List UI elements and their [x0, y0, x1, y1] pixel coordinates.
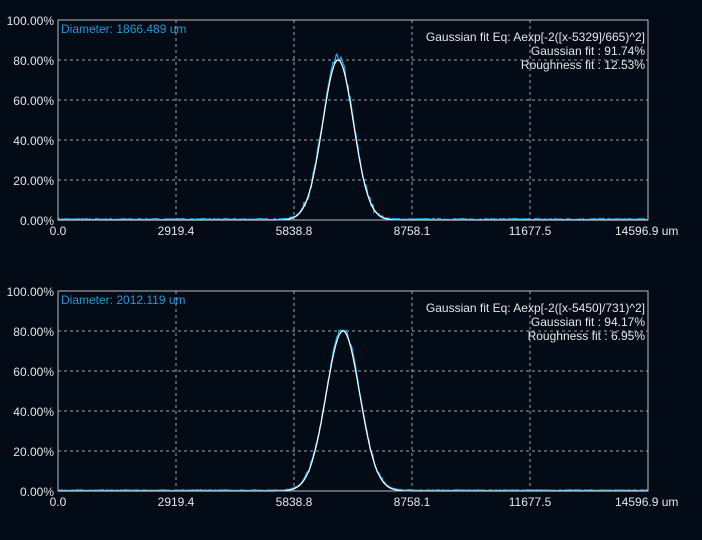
x-tick-label: 0.0: [50, 495, 67, 509]
y-tick-label: 80.00%: [13, 54, 54, 68]
x-tick-label: 2919.4: [158, 495, 195, 509]
chart-panel-1: 0.00% 20.00% 40.00% 60.00% 80.00% 100.00% 0.0 2…: [7, 14, 679, 238]
x-tick-label: 5838.8: [276, 224, 313, 238]
chart-panel-2: 0.00% 20.00% 40.00% 60.00% 80.00% 100.00% 0.0 2…: [7, 285, 679, 509]
gaussian-fit-value: Gaussian fit : 94.17%: [531, 315, 645, 329]
y-tick-label: 60.00%: [13, 365, 54, 379]
y-tick-label: 100.00%: [7, 285, 55, 299]
fit-equation: Gaussian fit Eq: Aexp[-2([x-5450]/731)^2…: [426, 301, 645, 315]
x-tick-label: 14596.9 um: [615, 224, 678, 238]
x-tick-label: 0.0: [50, 224, 67, 238]
roughness-fit-value: Roughness fit : 12.53%: [521, 58, 645, 72]
gaussian-fit-value: Gaussian fit : 91.74%: [531, 44, 645, 58]
x-tick-label: 2919.4: [158, 224, 195, 238]
y-tick-label: 100.00%: [7, 14, 55, 28]
y-tick-label: 20.00%: [13, 174, 54, 188]
x-tick-label: 14596.9 um: [615, 495, 678, 509]
plot-frame: [57, 19, 649, 221]
fit-equation: Gaussian fit Eq: Aexp[-2([x-5329]/665)^2…: [426, 30, 645, 44]
y-tick-label: 0.00%: [20, 214, 54, 228]
measured-profile-line: [57, 328, 649, 492]
y-tick-label: 60.00%: [13, 94, 54, 108]
diameter-label: Diameter: 2012.119 um: [61, 293, 186, 307]
y-tick-label: 80.00%: [13, 325, 54, 339]
x-tick-label: 8758.1: [394, 495, 431, 509]
plot-frame: [57, 290, 649, 492]
y-tick-label: 0.00%: [20, 485, 54, 499]
x-tick-label: 5838.8: [276, 495, 313, 509]
roughness-fit-value: Roughness fit : 6.95%: [528, 329, 646, 343]
measured-profile-line: [57, 52, 649, 221]
y-tick-label: 40.00%: [13, 134, 54, 148]
y-tick-label: 20.00%: [13, 445, 54, 459]
y-tick-label: 40.00%: [13, 405, 54, 419]
x-tick-label: 11677.5: [509, 495, 552, 509]
diameter-label: Diameter: 1866.489 um: [61, 22, 186, 36]
x-tick-label: 8758.1: [394, 224, 431, 238]
x-tick-label: 11677.5: [509, 224, 552, 238]
